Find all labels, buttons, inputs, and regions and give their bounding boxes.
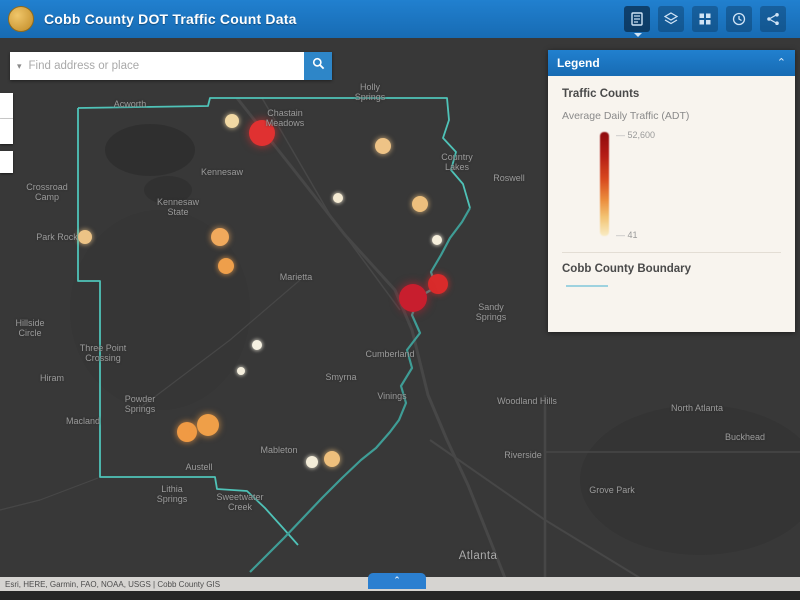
place-label: Holly Springs — [354, 82, 386, 102]
traffic-count-point[interactable] — [432, 235, 442, 245]
place-label: Hillside Circle — [15, 318, 45, 338]
traffic-count-point[interactable] — [177, 422, 197, 442]
place-label: Sandy Springs — [475, 302, 507, 322]
measurement-widget-button[interactable] — [726, 6, 752, 32]
bottom-strip — [0, 591, 800, 600]
search-input[interactable] — [26, 51, 304, 81]
zoom-in-button[interactable] — [0, 93, 13, 119]
place-label: Acworth — [113, 99, 147, 109]
app-logo — [8, 6, 34, 32]
collapse-panel-icon[interactable]: ⌃ — [776, 57, 786, 69]
traffic-count-point[interactable] — [333, 193, 343, 203]
traffic-count-point[interactable] — [252, 340, 262, 350]
chevron-up-icon: ⌃ — [393, 575, 401, 585]
legend-divider — [562, 252, 781, 253]
home-button[interactable] — [0, 151, 13, 173]
details-icon — [630, 12, 644, 26]
place-label: Kennesaw State — [156, 197, 200, 217]
road-line — [429, 439, 641, 579]
place-label: Mableton — [260, 445, 298, 455]
place-label: Macland — [65, 416, 101, 426]
county-boundary-line — [77, 108, 299, 546]
legend-color-ramp-wrap: 52,600 41 — [600, 130, 781, 242]
place-label: Atlanta — [458, 550, 498, 562]
ramp-min-label: 41 — [616, 230, 638, 240]
layers-icon — [664, 12, 678, 26]
place-label: Crossroad Camp — [26, 182, 68, 202]
legend-layer-traffic-counts: Traffic Counts — [562, 88, 640, 100]
traffic-count-point[interactable] — [218, 258, 234, 274]
place-label: Country Lakes — [441, 152, 473, 172]
traffic-count-point[interactable] — [211, 228, 229, 246]
measurement-icon — [732, 12, 746, 26]
place-label: Woodland Hills — [497, 396, 557, 406]
river-boundary-line — [249, 207, 471, 573]
terrain-patch — [144, 176, 192, 204]
traffic-count-point[interactable] — [249, 120, 275, 146]
place-label: Austell — [185, 462, 213, 472]
place-label: Hiram — [40, 373, 64, 383]
zoom-out-button[interactable] — [0, 119, 13, 144]
ramp-max-label: 52,600 — [616, 130, 656, 140]
place-label: Vinings — [377, 391, 407, 401]
traffic-count-point[interactable] — [324, 451, 340, 467]
legend-panel-header[interactable]: Legend ⌃ — [548, 50, 795, 76]
header-toolbar — [624, 6, 786, 37]
place-label: Kennesaw — [200, 167, 244, 177]
place-label: Buckhead — [724, 432, 766, 442]
terrain-patch — [580, 405, 800, 555]
legend-layer-county-boundary: Cobb County Boundary — [562, 263, 692, 275]
basemap-gallery-widget-button[interactable] — [692, 6, 718, 32]
legend-panel-title: Legend — [557, 56, 600, 70]
basemap-grid-icon — [698, 12, 712, 26]
search-input-wrap: ▾ — [10, 51, 304, 81]
legend-panel: Legend ⌃ Traffic Counts Average Daily Tr… — [548, 50, 795, 332]
traffic-count-point[interactable] — [197, 414, 219, 436]
legend-adt-subtitle: Average Daily Traffic (ADT) — [562, 110, 690, 122]
search-source-dropdown-icon[interactable]: ▾ — [17, 60, 22, 71]
place-label: Marietta — [279, 272, 313, 282]
search-icon — [312, 57, 325, 75]
road-line — [139, 279, 301, 409]
search-bar: ▾ — [10, 51, 332, 81]
county-boundary-line-symbol — [566, 285, 608, 287]
layer-list-widget-button[interactable] — [658, 6, 684, 32]
county-boundary-line — [77, 97, 471, 209]
terrain-patch — [105, 124, 195, 176]
place-label: Lithia Springs — [156, 484, 188, 504]
traffic-count-point[interactable] — [375, 138, 391, 154]
place-label: Park Rock — [36, 232, 78, 242]
traffic-count-point[interactable] — [399, 284, 427, 312]
search-button[interactable] — [304, 52, 332, 80]
traffic-count-point[interactable] — [237, 367, 245, 375]
details-widget-button[interactable] — [624, 6, 650, 37]
traffic-count-point[interactable] — [306, 456, 318, 468]
app-header: Cobb County DOT Traffic Count Data — [0, 0, 800, 38]
place-label: Riverside — [504, 450, 542, 460]
share-icon — [766, 12, 780, 26]
place-label: Smyrna — [325, 372, 357, 382]
place-label: Powder Springs — [124, 394, 156, 414]
traffic-count-point[interactable] — [225, 114, 239, 128]
road-line — [235, 97, 507, 579]
legend-body: Traffic Counts Average Daily Traffic (AD… — [548, 76, 795, 332]
share-widget-button[interactable] — [760, 6, 786, 32]
traffic-count-point[interactable] — [412, 196, 428, 212]
road-line — [0, 477, 99, 511]
traffic-count-point[interactable] — [78, 230, 92, 244]
traffic-count-point[interactable] — [428, 274, 448, 294]
app-title: Cobb County DOT Traffic Count Data — [44, 11, 297, 27]
place-label: Roswell — [493, 173, 525, 183]
place-label: Three Point Crossing — [79, 343, 127, 363]
attribute-table-toggle[interactable]: ⌃ — [368, 573, 426, 589]
place-label: Cumberland — [365, 349, 415, 359]
attribution-text: Esri, HERE, Garmin, FAO, NOAA, USGS | Co… — [5, 579, 221, 589]
place-label: North Atlanta — [670, 403, 724, 413]
adt-color-ramp — [600, 132, 609, 236]
place-label: Sweetwater Creek — [216, 492, 264, 512]
road-line — [261, 97, 401, 311]
place-label: Grove Park — [589, 485, 635, 495]
